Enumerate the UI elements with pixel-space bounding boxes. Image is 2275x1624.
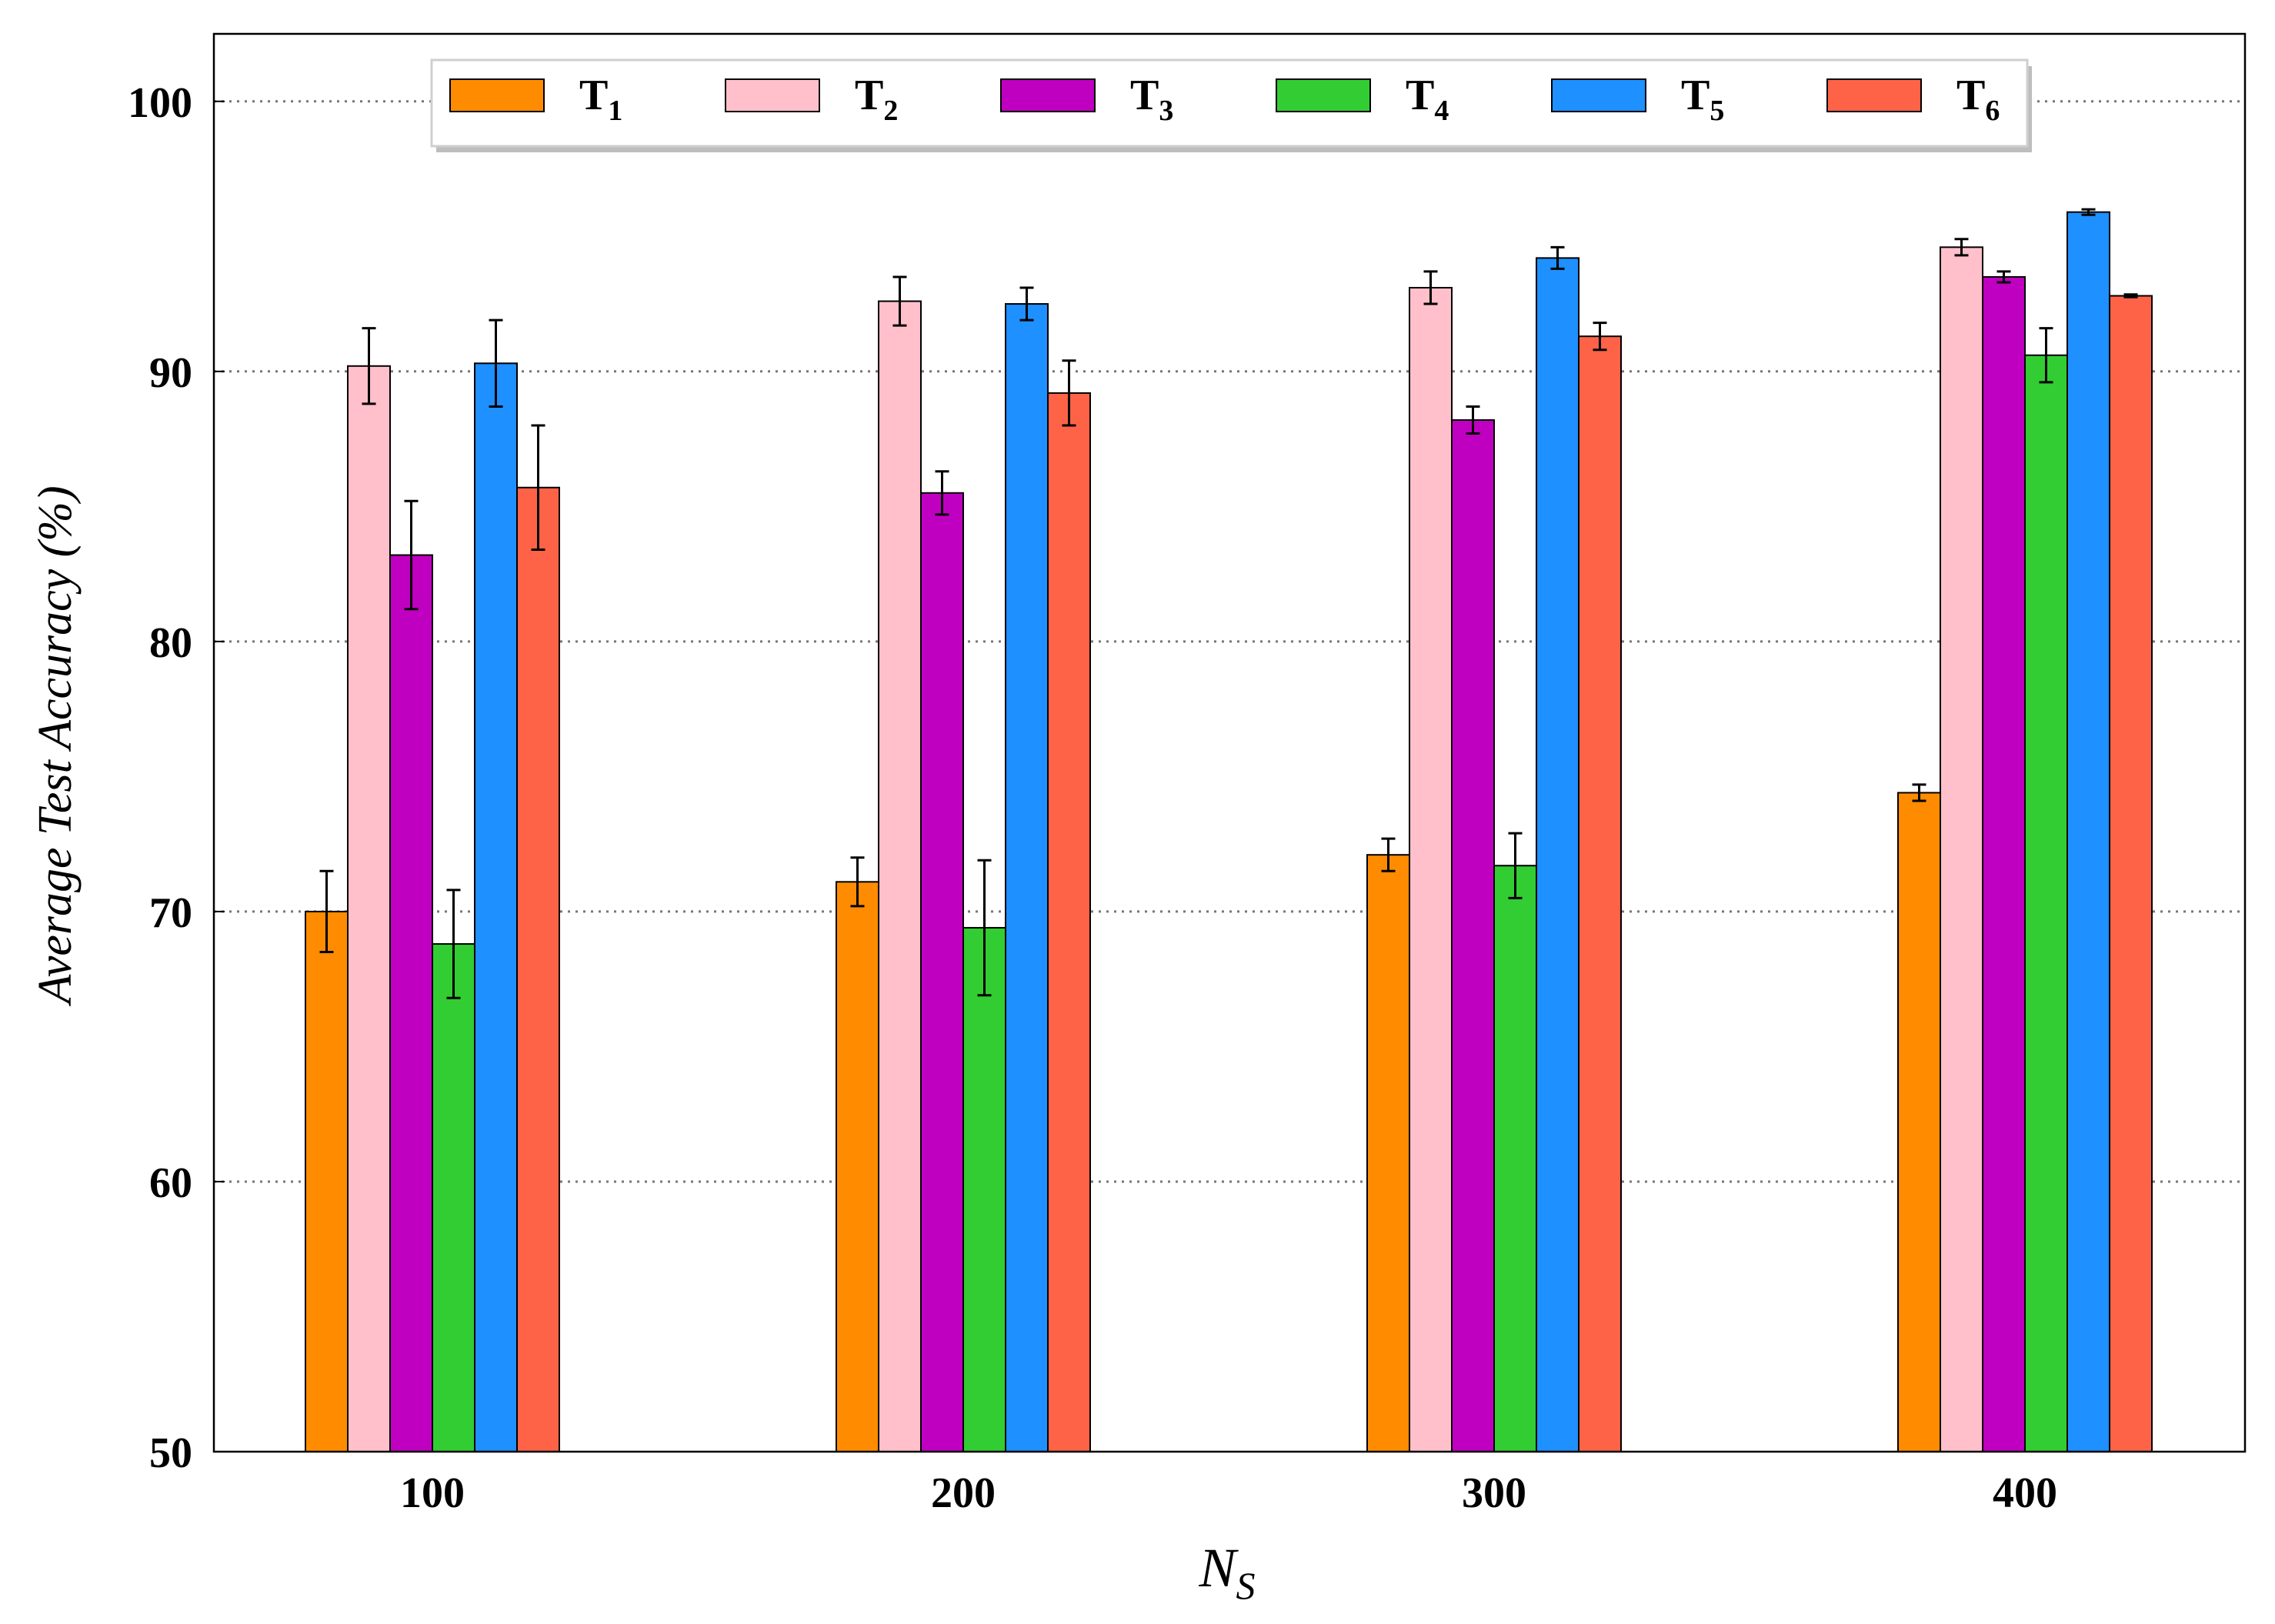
- bar-T2-200: [878, 300, 922, 1453]
- legend-swatch-T2: [725, 78, 820, 112]
- bar-T6-200: [1047, 392, 1091, 1453]
- x-tick-label: 100: [400, 1469, 465, 1517]
- legend-label-sub: 1: [608, 95, 622, 127]
- legend-label-main: T: [1130, 72, 1159, 119]
- bar-T5-100: [474, 362, 518, 1453]
- legend-label-T2: T2: [855, 72, 898, 127]
- y-axis-label: Average Test Accuracy (%): [29, 485, 82, 1006]
- y-tick-label: 100: [128, 79, 192, 127]
- legend-label-T6: T6: [1956, 72, 2000, 127]
- bar-T3-100: [389, 554, 433, 1453]
- legend-swatch-T1: [449, 78, 545, 112]
- y-tick-label: 50: [149, 1429, 192, 1477]
- legend-label-main: T: [855, 72, 883, 119]
- x-tick-label: 300: [1462, 1469, 1526, 1517]
- axes: [212, 32, 2247, 1453]
- bar-T2-400: [1940, 246, 1983, 1452]
- bar-T4-400: [2024, 354, 2068, 1452]
- bar-T5-300: [1536, 257, 1579, 1453]
- bar-T3-200: [920, 492, 964, 1452]
- y-tick-label: 60: [149, 1159, 192, 1207]
- legend-label-main: T: [1406, 72, 1434, 119]
- legend-swatch-T3: [1000, 78, 1096, 112]
- bars: [305, 208, 2153, 1453]
- bar-T2-300: [1409, 286, 1453, 1453]
- bar-T1-400: [1897, 792, 1941, 1453]
- legend-box: [430, 58, 2029, 148]
- legend-swatch-T5: [1551, 78, 1646, 112]
- legend-label-sub: 3: [1159, 95, 1173, 127]
- y-tick-label: 70: [149, 889, 192, 937]
- x-tick-label: 200: [931, 1469, 996, 1517]
- y-tick-label: 90: [149, 349, 192, 397]
- legend-swatch-T4: [1276, 78, 1371, 112]
- bar-T1-100: [305, 910, 349, 1452]
- bar-T1-300: [1366, 854, 1410, 1453]
- plot-frame: [212, 32, 2247, 1453]
- bar-T6-400: [2109, 295, 2153, 1452]
- legend-label-T1: T1: [579, 72, 622, 127]
- legend-label-T5: T5: [1681, 72, 1724, 127]
- legend-label-sub: 6: [1985, 95, 2000, 127]
- legend-label-sub: 5: [1710, 95, 1724, 127]
- legend-label-sub: 4: [1434, 95, 1449, 127]
- legend-label-main: T: [1956, 72, 1985, 119]
- legend: T1 T2 T3 T4 T5 T6: [430, 58, 2032, 152]
- bar-T5-400: [2067, 211, 2110, 1453]
- bar-T2-100: [347, 365, 391, 1452]
- y-tick-label: 80: [149, 619, 192, 667]
- bar-T1-200: [836, 881, 879, 1452]
- bar-T4-300: [1493, 865, 1537, 1452]
- x-tick-label: 400: [1993, 1469, 2057, 1517]
- x-axis-label-sub: S: [1236, 1564, 1256, 1607]
- x-axis-label-main: N: [1198, 1537, 1239, 1599]
- bar-T4-100: [432, 943, 475, 1453]
- bar-T6-100: [516, 486, 560, 1452]
- x-axis-label: NS: [1198, 1537, 1255, 1607]
- bar-T6-300: [1578, 335, 1622, 1452]
- legend-swatch-T6: [1826, 78, 1922, 112]
- legend-label-sub: 2: [883, 95, 898, 127]
- bar-T4-200: [962, 926, 1006, 1453]
- legend-label-T4: T4: [1406, 72, 1449, 127]
- bar-T3-400: [1982, 275, 2026, 1452]
- tick-labels: 50 60 70 80 90 100 100 200 300 400: [128, 79, 2057, 1517]
- legend-label-T3: T3: [1130, 72, 1173, 127]
- legend-label-main: T: [579, 72, 608, 119]
- legend-label-main: T: [1681, 72, 1710, 119]
- bar-T5-200: [1005, 303, 1049, 1452]
- bar-T3-300: [1451, 419, 1495, 1453]
